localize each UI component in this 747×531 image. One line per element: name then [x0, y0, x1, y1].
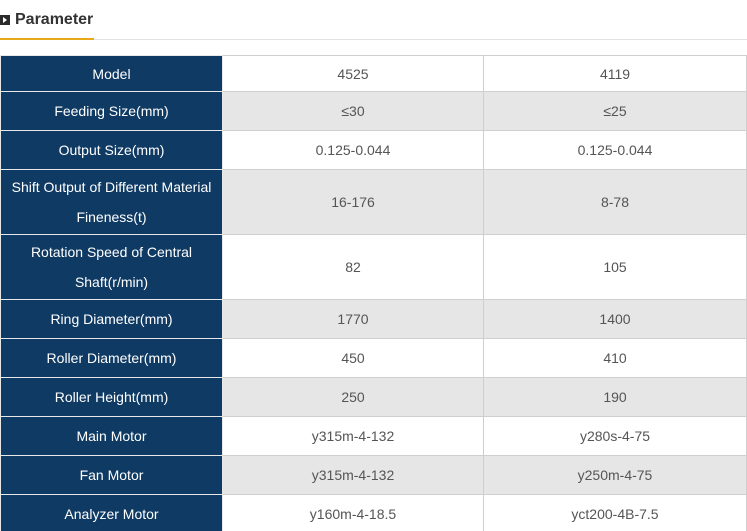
- row-label: Output Size(mm): [0, 130, 223, 170]
- table-row: Shift Output of Different Material Finen…: [0, 169, 747, 235]
- table-cell: 450: [222, 338, 484, 378]
- table-row: Roller Diameter(mm) 450 410: [0, 338, 747, 378]
- section-title: Parameter: [15, 11, 94, 28]
- table-cell: 4119: [483, 55, 747, 92]
- table-cell: ≤25: [483, 91, 747, 131]
- row-label: Roller Height(mm): [0, 377, 223, 417]
- row-label: Main Motor: [0, 416, 223, 456]
- table-row: Fan Motor y315m-4-132 y250m-4-75: [0, 455, 747, 495]
- table-row: Main Motor y315m-4-132 y280s-4-75: [0, 416, 747, 456]
- table-cell: 16-176: [222, 169, 484, 235]
- row-label: Model: [0, 55, 223, 92]
- table-row: Roller Height(mm) 250 190: [0, 377, 747, 417]
- table-cell: 0.125-0.044: [222, 130, 484, 170]
- parameter-table: Model 4525 4119 Feeding Size(mm) ≤30 ≤25…: [0, 55, 747, 531]
- row-label: Roller Diameter(mm): [0, 338, 223, 378]
- table-row: Rotation Speed of Central Shaft(r/min) 8…: [0, 234, 747, 300]
- table-cell: y250m-4-75: [483, 455, 747, 495]
- table-cell: ≤30: [222, 91, 484, 131]
- play-square-icon: [0, 15, 10, 25]
- table-cell: 105: [483, 234, 747, 300]
- table-cell: 1770: [222, 299, 484, 339]
- table-cell: 190: [483, 377, 747, 417]
- table-row: Analyzer Motor y160m-4-18.5 yct200-4B-7.…: [0, 494, 747, 531]
- table-cell: 0.125-0.044: [483, 130, 747, 170]
- table-cell: y280s-4-75: [483, 416, 747, 456]
- table-cell: y315m-4-132: [222, 416, 484, 456]
- table-cell: 1400: [483, 299, 747, 339]
- table-row: Model 4525 4119: [0, 55, 747, 92]
- section-header: Parameter: [0, 0, 747, 40]
- table-row: Feeding Size(mm) ≤30 ≤25: [0, 91, 747, 131]
- table-row: Output Size(mm) 0.125-0.044 0.125-0.044: [0, 130, 747, 170]
- table-cell: yct200-4B-7.5: [483, 494, 747, 531]
- table-cell: 250: [222, 377, 484, 417]
- row-label: Feeding Size(mm): [0, 91, 223, 131]
- table-cell: 410: [483, 338, 747, 378]
- table-row: Ring Diameter(mm) 1770 1400: [0, 299, 747, 339]
- section-header-tab: Parameter: [0, 0, 94, 40]
- row-label: Rotation Speed of Central Shaft(r/min): [0, 234, 223, 300]
- table-cell: y160m-4-18.5: [222, 494, 484, 531]
- row-label: Analyzer Motor: [0, 494, 223, 531]
- row-label: Fan Motor: [0, 455, 223, 495]
- table-cell: 82: [222, 234, 484, 300]
- table-cell: y315m-4-132: [222, 455, 484, 495]
- row-label: Ring Diameter(mm): [0, 299, 223, 339]
- table-cell: 8-78: [483, 169, 747, 235]
- row-label: Shift Output of Different Material Finen…: [0, 169, 223, 235]
- table-cell: 4525: [222, 55, 484, 92]
